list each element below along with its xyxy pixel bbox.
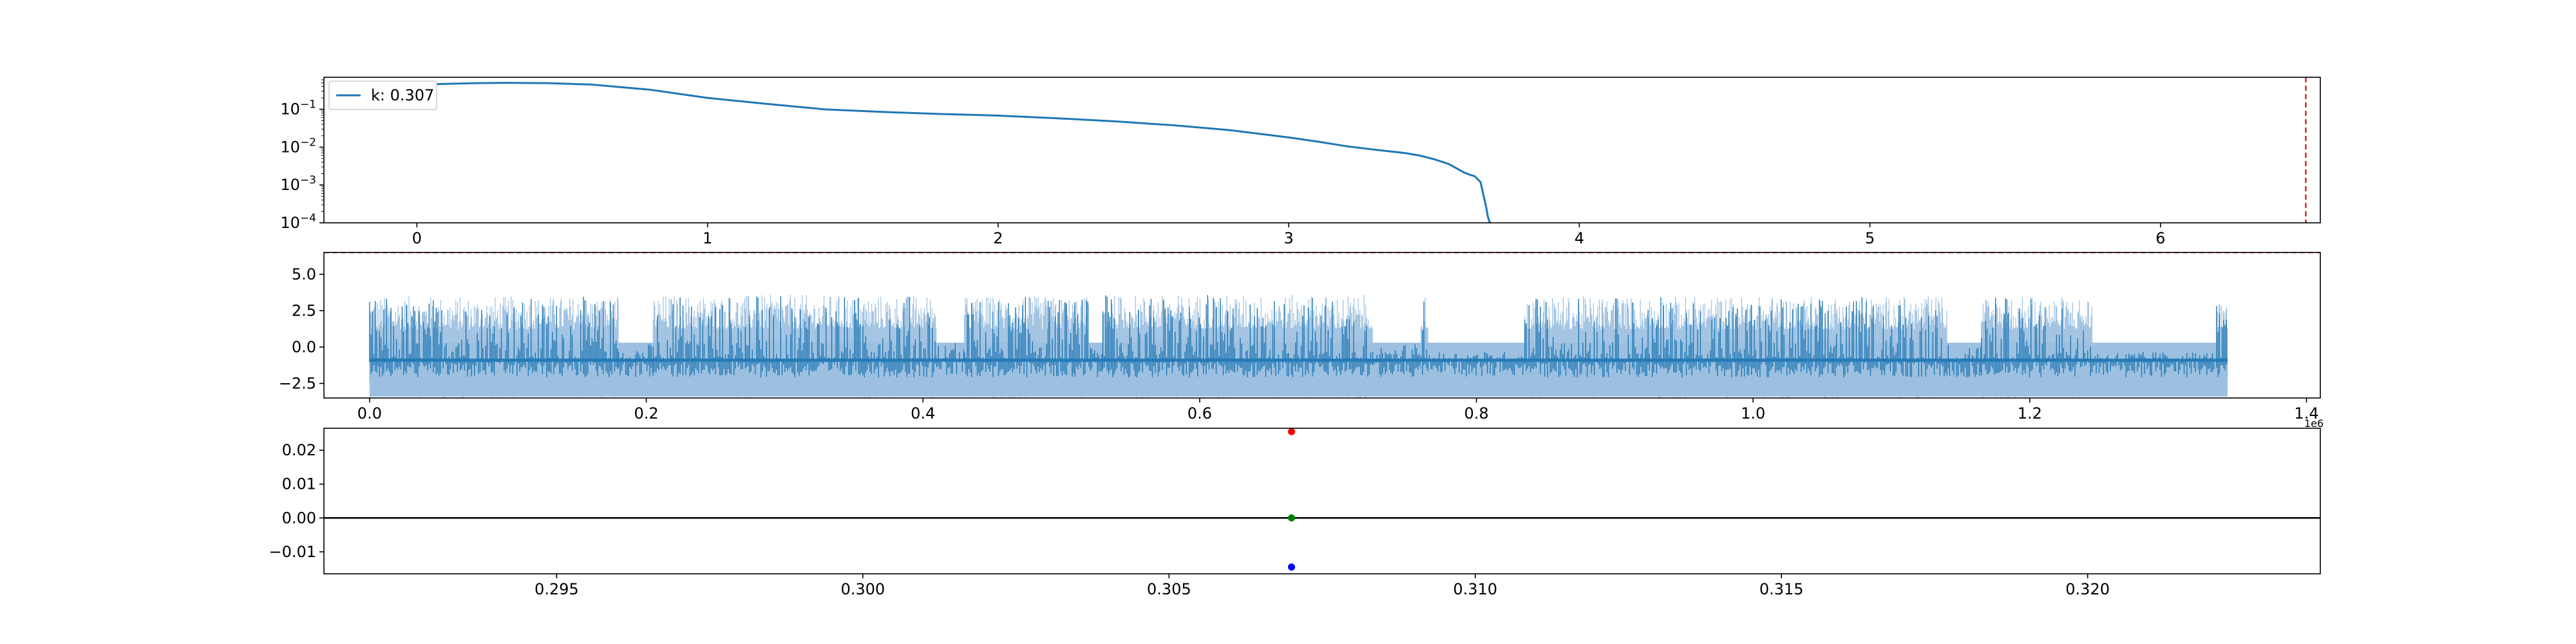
x-tick-label: 0.6 [1188, 404, 1212, 422]
x-tick-label: 3 [1283, 229, 1293, 247]
y-tick-label: −2.5 [279, 374, 316, 392]
bottom-axes-frame [323, 428, 2321, 574]
middle-x-scale-offset: 1e6 [2304, 417, 2324, 430]
y-tick-label: 0.00 [282, 509, 316, 527]
y-tick-base: 10 [280, 138, 300, 156]
scatter-point-lower [1287, 563, 1295, 571]
middle-axes-ticks: 0.0 0.2 0.4 0.6 0.8 1.0 1.2 1.4 5.0 2.5 0.0 −2.5 [279, 265, 2319, 422]
y-tick-label: 10−1 [280, 99, 316, 118]
y-tick-base: 10 [280, 100, 300, 118]
top-axes-frame [323, 77, 2321, 223]
y-tick-exponent: −3 [300, 174, 316, 187]
signal-trace [369, 296, 618, 377]
signal-segment [369, 296, 619, 398]
y-tick-label: 5.0 [292, 265, 316, 283]
top-axes-ticks: 0 1 2 3 4 5 610−110−210−310−4 [280, 79, 2165, 247]
signal-trace [1420, 301, 1428, 375]
y-tick-base: 10 [280, 176, 300, 194]
series-line-k [408, 82, 1492, 223]
x-tick-label: 0.0 [357, 404, 382, 422]
x-tick-label: 0.4 [911, 404, 935, 422]
y-tick-exponent: −1 [300, 99, 316, 111]
y-tick-label: 0.01 [282, 475, 316, 493]
x-tick-label: 1.2 [2018, 404, 2042, 422]
panel-bottom-scatter: 0.295 0.300 0.305 0.310 0.315 0.320 0.02 0.01 0.… [269, 428, 2321, 598]
x-tick-label: 0.305 [1147, 580, 1191, 598]
y-tick-label: 0.02 [282, 441, 316, 459]
x-tick-label: 0.320 [2065, 580, 2110, 598]
y-tick-label: 0.0 [292, 338, 316, 356]
x-tick-label: 0 [412, 229, 422, 247]
bottom-axes-ticks: 0.295 0.300 0.305 0.310 0.315 0.320 0.02 0.01 0.… [269, 441, 2110, 598]
middle-plot-area [324, 252, 2320, 398]
x-tick-label: 0.300 [840, 580, 885, 598]
middle-axes-frame [323, 252, 2321, 399]
x-tick-label: 5 [1865, 229, 1875, 247]
panel-top-log-line: 0 1 2 3 4 5 610−110−210−310−4 k: 0.307 [280, 77, 2321, 247]
signal-trace [1524, 297, 1946, 378]
scatter-point-upper [1287, 428, 1295, 435]
panel-middle-signal: 0.0 0.2 0.4 0.6 0.8 1.0 1.2 1.4 5.0 2.5 0.0 −2.5 1e… [279, 252, 2324, 430]
x-tick-label: 0.310 [1453, 580, 1497, 598]
signal-segment [1946, 343, 1982, 377]
x-tick-label: 6 [2155, 229, 2165, 247]
x-tick-label: 2 [993, 229, 1003, 247]
top-plot-area [408, 77, 2307, 223]
y-tick-label: 10−4 [280, 212, 316, 232]
y-tick-label: 10−3 [280, 174, 316, 194]
x-tick-label: 1 [703, 229, 712, 247]
x-tick-label: 1.4 [2294, 404, 2318, 422]
x-tick-label: 0.8 [1464, 404, 1488, 422]
y-tick-exponent: −2 [300, 136, 316, 149]
scatter-point-center [1287, 514, 1295, 522]
legend-label: k: 0.307 [371, 86, 434, 104]
top-legend: k: 0.307 [328, 80, 437, 110]
bottom-plot-area [324, 428, 2320, 571]
y-tick-exponent: −4 [300, 212, 316, 225]
y-tick-base: 10 [280, 214, 300, 232]
y-tick-label: 2.5 [292, 301, 316, 319]
x-tick-label: 0.2 [634, 404, 658, 422]
x-tick-label: 4 [1575, 229, 1584, 247]
y-tick-label: −0.01 [269, 543, 316, 561]
x-tick-label: 0.295 [535, 580, 579, 598]
x-tick-label: 1.0 [1741, 404, 1765, 422]
legend-box [328, 80, 437, 110]
y-tick-label: 10−2 [280, 136, 316, 156]
x-tick-label: 0.315 [1759, 580, 1804, 598]
